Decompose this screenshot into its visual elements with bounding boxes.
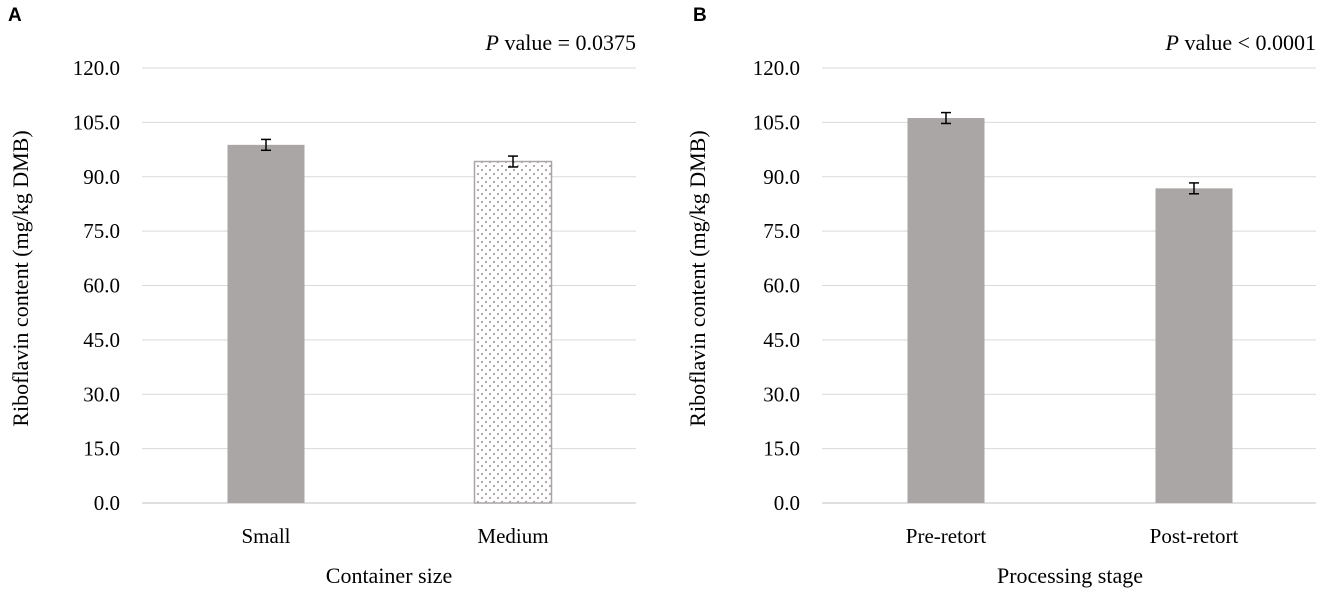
bar bbox=[227, 144, 305, 503]
y-tick-label: 0.0 bbox=[94, 491, 120, 515]
chart-panel-a: A 0.0 15.0 30.0 45.0 60.0 75.0 90.0 105.0 120.0 Sm… bbox=[8, 5, 636, 588]
y-tick-label: 30.0 bbox=[763, 382, 800, 406]
y-tick-label: 75.0 bbox=[83, 219, 120, 243]
x-tick-label: Post-retort bbox=[1150, 524, 1239, 548]
p-value-symbol: P bbox=[1164, 30, 1178, 55]
p-value-annotation: P value = 0.0375 bbox=[484, 30, 636, 55]
y-tick-label: 90.0 bbox=[83, 165, 120, 189]
y-tick-label: 15.0 bbox=[763, 437, 800, 461]
panel-label: A bbox=[8, 5, 22, 26]
bar bbox=[907, 118, 985, 504]
p-value-text: value = 0.0375 bbox=[499, 30, 636, 55]
panel-label: B bbox=[693, 5, 707, 26]
y-tick-label: 30.0 bbox=[83, 382, 120, 406]
y-tick-label: 60.0 bbox=[763, 274, 800, 298]
y-tick-label: 120.0 bbox=[73, 56, 120, 80]
y-tick-label: 120.0 bbox=[753, 56, 800, 80]
x-tick-label: Pre-retort bbox=[906, 524, 987, 548]
p-value-annotation: P value < 0.0001 bbox=[1164, 30, 1316, 55]
y-tick-label: 45.0 bbox=[763, 328, 800, 352]
y-tick-label: 60.0 bbox=[83, 274, 120, 298]
y-tick-label: 0.0 bbox=[774, 491, 800, 515]
x-axis-title: Container size bbox=[326, 563, 452, 588]
x-tick-label: Small bbox=[241, 524, 290, 548]
y-tick-label: 90.0 bbox=[763, 165, 800, 189]
y-tick-label: 75.0 bbox=[763, 219, 800, 243]
chart-panel-b: B 0.0 15.0 30.0 45.0 60.0 75.0 90.0 105.0 120.0 Pr… bbox=[685, 5, 1316, 588]
p-value-symbol: P bbox=[484, 30, 498, 55]
y-axis-title: Riboflavin content (mg/kg DMB) bbox=[8, 130, 33, 426]
y-tick-label: 45.0 bbox=[83, 328, 120, 352]
bar bbox=[1155, 188, 1233, 503]
bar bbox=[473, 160, 553, 504]
y-tick-label: 105.0 bbox=[753, 110, 800, 134]
y-axis-title: Riboflavin content (mg/kg DMB) bbox=[685, 130, 710, 426]
y-tick-label: 105.0 bbox=[73, 110, 120, 134]
y-tick-label: 15.0 bbox=[83, 437, 120, 461]
p-value-text: value < 0.0001 bbox=[1179, 30, 1316, 55]
x-tick-label: Medium bbox=[477, 524, 548, 548]
x-axis-title: Processing stage bbox=[997, 563, 1143, 588]
